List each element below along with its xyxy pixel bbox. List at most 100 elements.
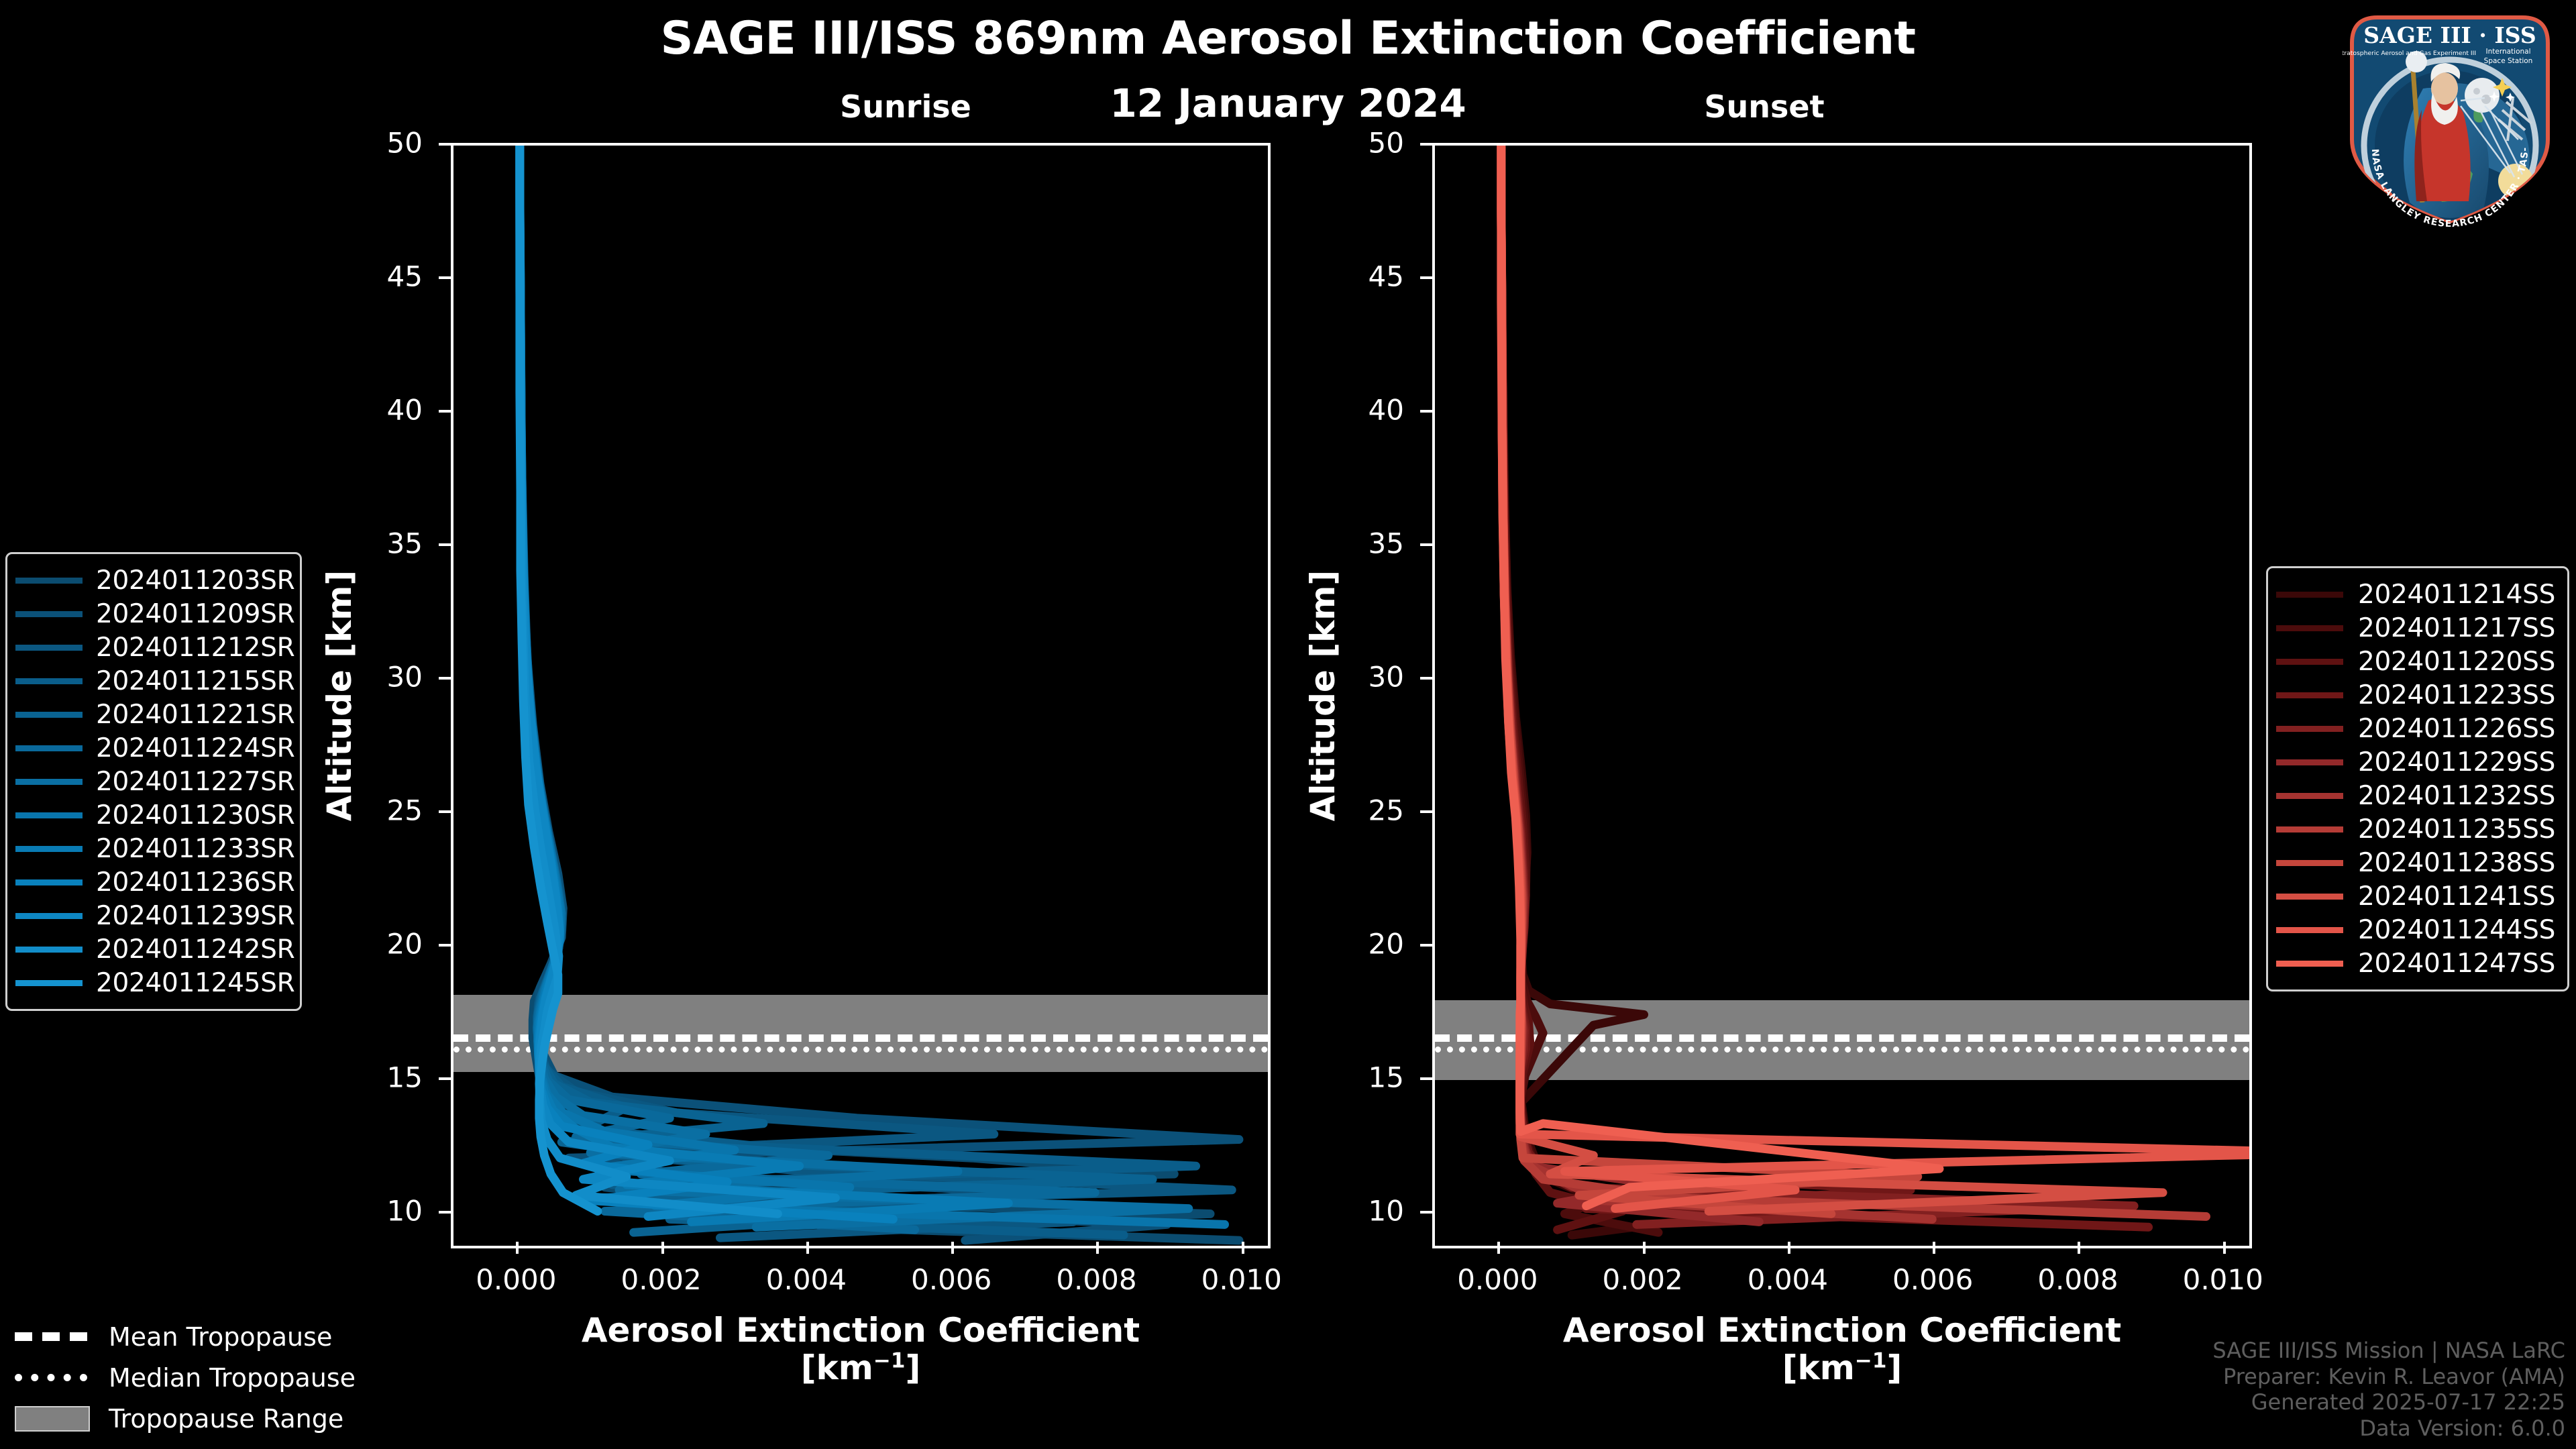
legend-item[interactable]: 2024011224SR <box>15 731 295 765</box>
legend-color-swatch <box>2276 692 2343 698</box>
legend-item[interactable]: 2024011242SR <box>15 932 295 966</box>
legend-color-swatch <box>15 644 83 651</box>
legend-item[interactable]: 2024011235SS <box>2276 812 2557 846</box>
legend-item[interactable]: 2024011238SS <box>2276 846 2557 879</box>
series-line <box>1497 146 1721 1240</box>
sunrise-y-axis-ticks: 10 15 20 25 30 35 40 45 50 <box>350 127 451 1248</box>
series-line <box>515 146 1236 1242</box>
legend-item-label: 2024011236SR <box>96 867 295 898</box>
legend-item[interactable]: 2024011223SS <box>2276 678 2557 712</box>
sunset-x-axis-ticks: 0.000 0.002 0.004 0.006 0.008 0.010 <box>1432 1242 2263 1305</box>
y-axis-tick-label: 30 <box>1368 660 1404 694</box>
sunset-series-lines <box>1497 146 2249 1240</box>
y-axis-tick-mark <box>1420 1077 1432 1081</box>
legend-item[interactable]: 2024011245SR <box>15 966 295 1000</box>
y-axis-tick-mark <box>439 1211 451 1214</box>
legend-item[interactable]: 2024011220SS <box>2276 645 2557 678</box>
y-axis-tick-label: 20 <box>1368 927 1404 961</box>
y-axis-tick-label: 40 <box>386 393 423 427</box>
sunset-legend[interactable]: 2024011214SS 2024011217SS 2024011220SS 2024… <box>2266 566 2569 991</box>
logo-subtitle-right-line1: International <box>2485 48 2530 56</box>
sunrise-x-axis-units: [km−1] <box>800 1348 921 1387</box>
logo-subtitle-left: Stratospheric Aerosol and Gas Experiment… <box>2343 50 2476 57</box>
legend-item-label: 2024011247SS <box>2358 948 2556 979</box>
series-line <box>515 146 840 1221</box>
legend-item-label: 2024011235SS <box>2358 814 2556 845</box>
credit-version: Data Version: 6.0.0 <box>2359 1415 2565 1441</box>
legend-item[interactable]: 2024011217SS <box>2276 611 2557 645</box>
legend-item[interactable]: 2024011233SR <box>15 832 295 865</box>
legend-item-label: 2024011214SS <box>2358 579 2556 610</box>
logo-title: SAGE III · ISS <box>2363 22 2536 48</box>
legend-item-label: 2024011209SR <box>96 598 295 629</box>
series-line <box>515 146 898 1224</box>
y-axis-tick-mark <box>1420 410 1432 413</box>
legend-color-swatch <box>15 678 83 684</box>
y-axis-tick-mark <box>439 677 451 680</box>
legend-item[interactable]: 2024011230SR <box>15 798 295 832</box>
legend-item[interactable]: 2024011232SS <box>2276 779 2557 812</box>
legend-item[interactable]: 2024011236SR <box>15 865 295 899</box>
sunset-x-axis-units: [km−1] <box>1782 1348 1902 1387</box>
y-axis-tick-label: 50 <box>1368 126 1404 160</box>
legend-item[interactable]: 2024011241SS <box>2276 879 2557 913</box>
legend-color-swatch <box>15 912 83 919</box>
legend-item[interactable]: 2024011215SR <box>15 664 295 698</box>
y-axis-tick-mark <box>439 543 451 547</box>
legend-item[interactable]: 2024011212SR <box>15 631 295 664</box>
x-axis-tick-label: 0.000 <box>1457 1263 1538 1296</box>
median-tropopause-line-sunrise <box>453 1046 1268 1053</box>
x-axis-tick-mark <box>1096 1242 1099 1254</box>
legend-item-label: 2024011223SS <box>2358 680 2556 710</box>
x-axis-tick-mark <box>2078 1242 2081 1254</box>
series-line <box>515 146 1244 1245</box>
y-axis-tick-mark <box>439 944 451 947</box>
sunset-plot-area <box>1432 143 2252 1248</box>
legend-color-swatch <box>15 812 83 818</box>
x-axis-tick-label: 0.000 <box>476 1263 557 1296</box>
legend-item-mean-tropopause: Mean Tropopause <box>15 1316 364 1357</box>
tropopause-range-band-sunrise <box>453 994 1268 1073</box>
legend-item[interactable]: 2024011203SR <box>15 564 295 597</box>
legend-item[interactable]: 2024011239SR <box>15 899 295 932</box>
series-line <box>515 146 1193 1232</box>
x-axis-tick-mark <box>1933 1242 1936 1254</box>
legend-item-label: 2024011226SS <box>2358 713 2556 744</box>
y-axis-tick-mark <box>439 410 451 413</box>
legend-item[interactable]: 2024011209SR <box>15 597 295 631</box>
legend-item[interactable]: 2024011214SS <box>2276 578 2557 611</box>
legend-label-tropopause-range: Tropopause Range <box>109 1403 344 1434</box>
series-line <box>1497 146 1764 1226</box>
y-axis-tick-label: 50 <box>386 126 423 160</box>
legend-color-swatch <box>15 845 83 852</box>
legend-color-swatch <box>2276 859 2343 866</box>
median-tropopause-line-sunset <box>1435 1046 2249 1053</box>
x-axis-tick-label: 0.010 <box>2182 1263 2263 1296</box>
legend-item-label: 2024011203SR <box>96 565 295 596</box>
series-line <box>515 146 1229 1229</box>
series-line <box>1497 146 2167 1216</box>
x-axis-tick-mark <box>806 1242 809 1254</box>
legend-color-swatch <box>15 610 83 617</box>
x-axis-tick-label: 0.002 <box>1602 1263 1683 1296</box>
legend-item[interactable]: 2024011221SR <box>15 698 295 731</box>
sunset-panel-title: Sunset <box>1704 89 1825 125</box>
x-axis-tick-mark <box>516 1242 519 1254</box>
series-line <box>515 146 1013 1226</box>
legend-item-label: 2024011217SS <box>2358 612 2556 643</box>
legend-item[interactable]: 2024011244SS <box>2276 913 2557 947</box>
date-subtitle: 12 January 2024 <box>1110 80 1466 126</box>
legend-item[interactable]: 2024011227SR <box>15 765 295 798</box>
sunrise-legend[interactable]: 2024011203SR 2024011209SR 2024011212SR 2024… <box>5 552 302 1011</box>
legend-color-swatch <box>15 946 83 953</box>
tropopause-legend: Mean Tropopause Median Tropopause Tropop… <box>15 1316 364 1439</box>
legend-item[interactable]: 2024011247SS <box>2276 947 2557 980</box>
legend-color-swatch <box>15 577 83 584</box>
y-axis-tick-label: 15 <box>386 1061 423 1094</box>
credit-generated: Generated 2025-07-17 22:25 <box>2251 1389 2565 1415</box>
legend-item[interactable]: 2024011226SS <box>2276 712 2557 745</box>
legend-color-swatch <box>2276 658 2343 665</box>
legend-item[interactable]: 2024011229SS <box>2276 745 2557 779</box>
sunrise-plot-area <box>451 143 1271 1248</box>
credit-preparer: Preparer: Kevin R. Leavor (AMA) <box>2222 1363 2565 1389</box>
